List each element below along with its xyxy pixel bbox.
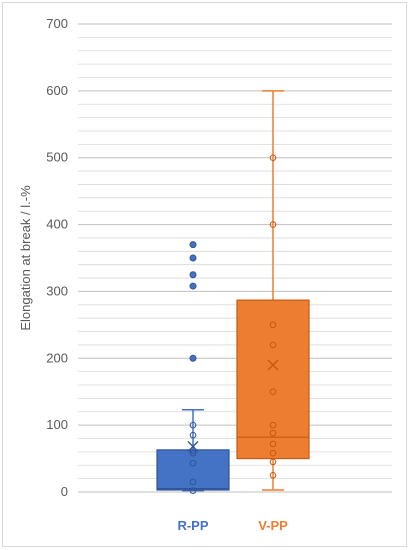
inner-point xyxy=(269,421,277,429)
inner-point xyxy=(189,421,197,429)
outlier-point xyxy=(189,282,197,290)
gridlines xyxy=(78,23,392,493)
y-tick-label: 0 xyxy=(61,484,68,499)
interquartile-box xyxy=(156,449,230,491)
category-label-v-pp: V-PP xyxy=(258,518,288,533)
box-r-pp xyxy=(156,241,230,494)
outlier-point xyxy=(189,254,197,262)
inner-point xyxy=(189,459,197,467)
y-axis-label: Elongation at break / l.-% xyxy=(18,185,33,331)
inner-point xyxy=(269,440,277,448)
y-tick-label: 700 xyxy=(46,16,68,31)
y-axis-ticks: 0 100 200 300 400 500 600 700 xyxy=(46,16,68,499)
outlier-point xyxy=(189,271,197,279)
inner-point xyxy=(269,341,277,349)
y-tick-label: 200 xyxy=(46,350,68,365)
category-label-r-pp: R-PP xyxy=(177,518,208,533)
outlier-point xyxy=(189,241,197,249)
mean-marker xyxy=(267,359,279,371)
inner-point xyxy=(269,429,277,437)
inner-point xyxy=(189,487,197,494)
y-tick-label: 300 xyxy=(46,283,68,298)
inner-point xyxy=(189,447,197,454)
inner-point xyxy=(189,478,197,486)
chart-frame xyxy=(2,2,407,547)
inner-point xyxy=(269,471,277,479)
box-series xyxy=(156,90,310,494)
inner-point xyxy=(189,449,197,457)
y-tick-label: 600 xyxy=(46,83,68,98)
y-tick-label: 100 xyxy=(46,417,68,432)
inner-point xyxy=(269,154,277,162)
inner-point xyxy=(269,458,277,466)
box-v-pp xyxy=(236,90,310,491)
inner-point xyxy=(189,431,197,439)
mean-marker xyxy=(187,441,199,453)
inner-point xyxy=(269,388,277,396)
category-labels: R-PP V-PP xyxy=(177,518,288,533)
y-tick-label: 500 xyxy=(46,150,68,165)
outlier-point xyxy=(189,354,197,362)
interquartile-box xyxy=(236,299,310,460)
y-tick-label: 400 xyxy=(46,217,68,232)
inner-point xyxy=(269,221,277,228)
inner-point xyxy=(269,321,277,329)
inner-point xyxy=(269,449,277,457)
